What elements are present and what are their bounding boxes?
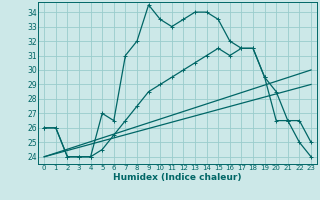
X-axis label: Humidex (Indice chaleur): Humidex (Indice chaleur) xyxy=(113,173,242,182)
